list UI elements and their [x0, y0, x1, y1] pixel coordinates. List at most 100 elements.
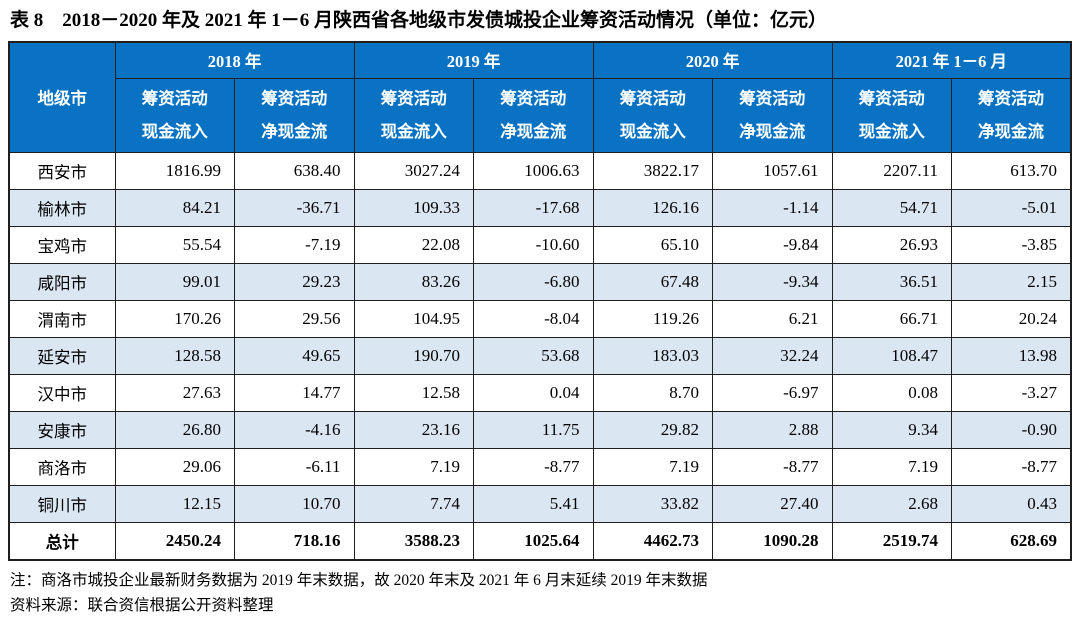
value-cell: 718.16 [234, 522, 355, 561]
measure-header-line: 筹资活动 [261, 89, 328, 109]
measure-header-line: 筹资活动 [141, 89, 208, 109]
year-group-2018: 2018 年 [114, 41, 355, 80]
value-cell: 0.43 [951, 485, 1072, 524]
table-row: 安康市 26.80 -4.16 23.16 11.75 29.82 2.88 9.34 -0.9… [8, 411, 1072, 450]
table-row: 宝鸡市 55.54 -7.19 22.08 -10.60 65.10 -9.84 26.93-… [8, 226, 1072, 265]
city-cell: 榆林市 [8, 189, 116, 228]
value-cell: 49.65 [234, 337, 355, 376]
table-row: 咸阳市 99.01 29.23 83.26 -6.80 67.48 -9.34 36.51 2.… [8, 263, 1072, 302]
value-cell: -36.71 [234, 189, 355, 228]
year-group-2019: 2019 年 [353, 41, 594, 80]
header-row-years: 地级市 2018 年 2019 年 2020 年 2021 年 1－6 月 [8, 41, 1072, 154]
value-cell: 7.74 [353, 485, 474, 524]
value-cell: 3588.23 [353, 522, 474, 561]
measure-header-line: 筹资活动 [380, 89, 447, 109]
value-cell: 7.19 [831, 448, 952, 487]
value-cell: 2207.11 [831, 152, 952, 191]
value-cell: -4.16 [234, 411, 355, 450]
value-cell: -1.14 [712, 189, 833, 228]
value-cell: -17.68 [473, 189, 594, 228]
value-cell: 27.40 [712, 485, 833, 524]
value-cell: 84.21 [114, 189, 235, 228]
value-cell: 55.54 [114, 226, 235, 265]
value-cell: 1057.61 [712, 152, 833, 191]
value-cell: -7.19 [234, 226, 355, 265]
table-body: 西安市 1816.99 638.40 3027.24 1006.63 3822.17 105… [8, 152, 1072, 561]
measure-header-inflow: 筹资活动 现金流入 [114, 78, 235, 154]
value-cell: 36.51 [831, 263, 952, 302]
value-cell: -8.77 [712, 448, 833, 487]
measure-header-line: 净现金流 [978, 121, 1044, 141]
table-row: 渭南市 170.26 29.56 104.95 -8.04 119.26 6.21 66.71… [8, 300, 1072, 339]
measure-header-line: 净现金流 [261, 121, 328, 141]
value-cell: 14.77 [234, 374, 355, 413]
value-cell: 1025.64 [473, 522, 594, 561]
value-cell: -8.04 [473, 300, 594, 339]
value-cell: -6.11 [234, 448, 355, 487]
measure-header-line: 净现金流 [500, 121, 567, 141]
value-cell: 67.48 [592, 263, 713, 302]
value-cell: -6.80 [473, 263, 594, 302]
value-cell: 183.03 [592, 337, 713, 376]
value-cell: -5.01 [951, 189, 1072, 228]
city-cell: 汉中市 [8, 374, 116, 413]
city-cell: 渭南市 [8, 300, 116, 339]
measure-header-line: 现金流入 [141, 121, 208, 141]
value-cell: 29.06 [114, 448, 235, 487]
value-cell: 54.71 [831, 189, 952, 228]
measure-header-net: 筹资活动 净现金流 [951, 78, 1072, 154]
value-cell: -3.85 [951, 226, 1072, 265]
value-cell: 83.26 [353, 263, 474, 302]
measure-header-net: 筹资活动 净现金流 [234, 78, 355, 154]
measure-header-net: 筹资活动 净现金流 [712, 78, 833, 154]
header-row-measures: 筹资活动 现金流入 筹资活动 净现金流 筹资活动 现金流入 筹资活动 净现金流 筹资活动 现金流入… [9, 78, 1072, 154]
value-cell: 9.34 [831, 411, 952, 450]
notes-block: 注：商洛市城投企业最新财务数据为 2019 年末数据，故 2020 年末及 20… [8, 561, 1072, 618]
value-cell: 4462.73 [592, 522, 713, 561]
value-cell: 190.70 [353, 337, 474, 376]
value-cell: 126.16 [592, 189, 713, 228]
city-cell: 宝鸡市 [8, 226, 116, 265]
measure-header-line: 现金流入 [619, 121, 686, 141]
measure-header-line: 现金流入 [380, 121, 447, 141]
value-cell: 5.41 [473, 485, 594, 524]
city-cell: 延安市 [8, 337, 116, 376]
value-cell: -3.27 [951, 374, 1072, 413]
value-cell: 13.98 [951, 337, 1072, 376]
footnote: 注：商洛市城投企业最新财务数据为 2019 年末数据，故 2020 年末及 20… [10, 571, 708, 589]
value-cell: 66.71 [831, 300, 952, 339]
value-cell: 2450.24 [114, 522, 235, 561]
value-cell: 2519.74 [831, 522, 952, 561]
table-header: 地级市 2018 年 2019 年 2020 年 2021 年 1－6 月 筹资… [8, 41, 1072, 154]
value-cell: 170.26 [114, 300, 235, 339]
measure-header-inflow: 筹资活动 现金流入 [831, 78, 952, 154]
value-cell: 22.08 [353, 226, 474, 265]
table-row: 延安市 128.58 49.65 190.70 53.68 183.03 32.24 108.… [8, 337, 1072, 376]
measure-header-inflow: 筹资活动 现金流入 [592, 78, 713, 154]
value-cell: 109.33 [353, 189, 474, 228]
city-cell: 咸阳市 [8, 263, 116, 302]
measure-header-inflow: 筹资活动 现金流入 [353, 78, 474, 154]
value-cell: 7.19 [353, 448, 474, 487]
value-cell: 23.16 [353, 411, 474, 450]
value-cell: 119.26 [592, 300, 713, 339]
value-cell: 613.70 [951, 152, 1072, 191]
table-row: 商洛市 29.06 -6.11 7.19 -8.77 7.19 -8.77 7.19 -8.77 [8, 448, 1072, 487]
value-cell: -6.97 [712, 374, 833, 413]
value-cell: 0.08 [831, 374, 952, 413]
table-row: 榆林市 84.21 -36.71 109.33 -17.68 126.16 -1.14 54.… [8, 189, 1072, 228]
value-cell: 2.68 [831, 485, 952, 524]
value-cell: 3822.17 [592, 152, 713, 191]
city-cell: 商洛市 [8, 448, 116, 487]
value-cell: 65.10 [592, 226, 713, 265]
value-cell: 10.70 [234, 485, 355, 524]
value-cell: 6.21 [712, 300, 833, 339]
value-cell: 628.69 [951, 522, 1072, 561]
measure-header-net: 筹资活动 净现金流 [473, 78, 594, 154]
table-row: 西安市 1816.99 638.40 3027.24 1006.63 3822.17 105… [8, 152, 1072, 191]
total-row: 总计 2450.24 718.16 3588.23 1025.64 4462.73 1090… [8, 522, 1072, 561]
value-cell: -8.77 [473, 448, 594, 487]
value-cell: 32.24 [712, 337, 833, 376]
value-cell: -9.84 [712, 226, 833, 265]
